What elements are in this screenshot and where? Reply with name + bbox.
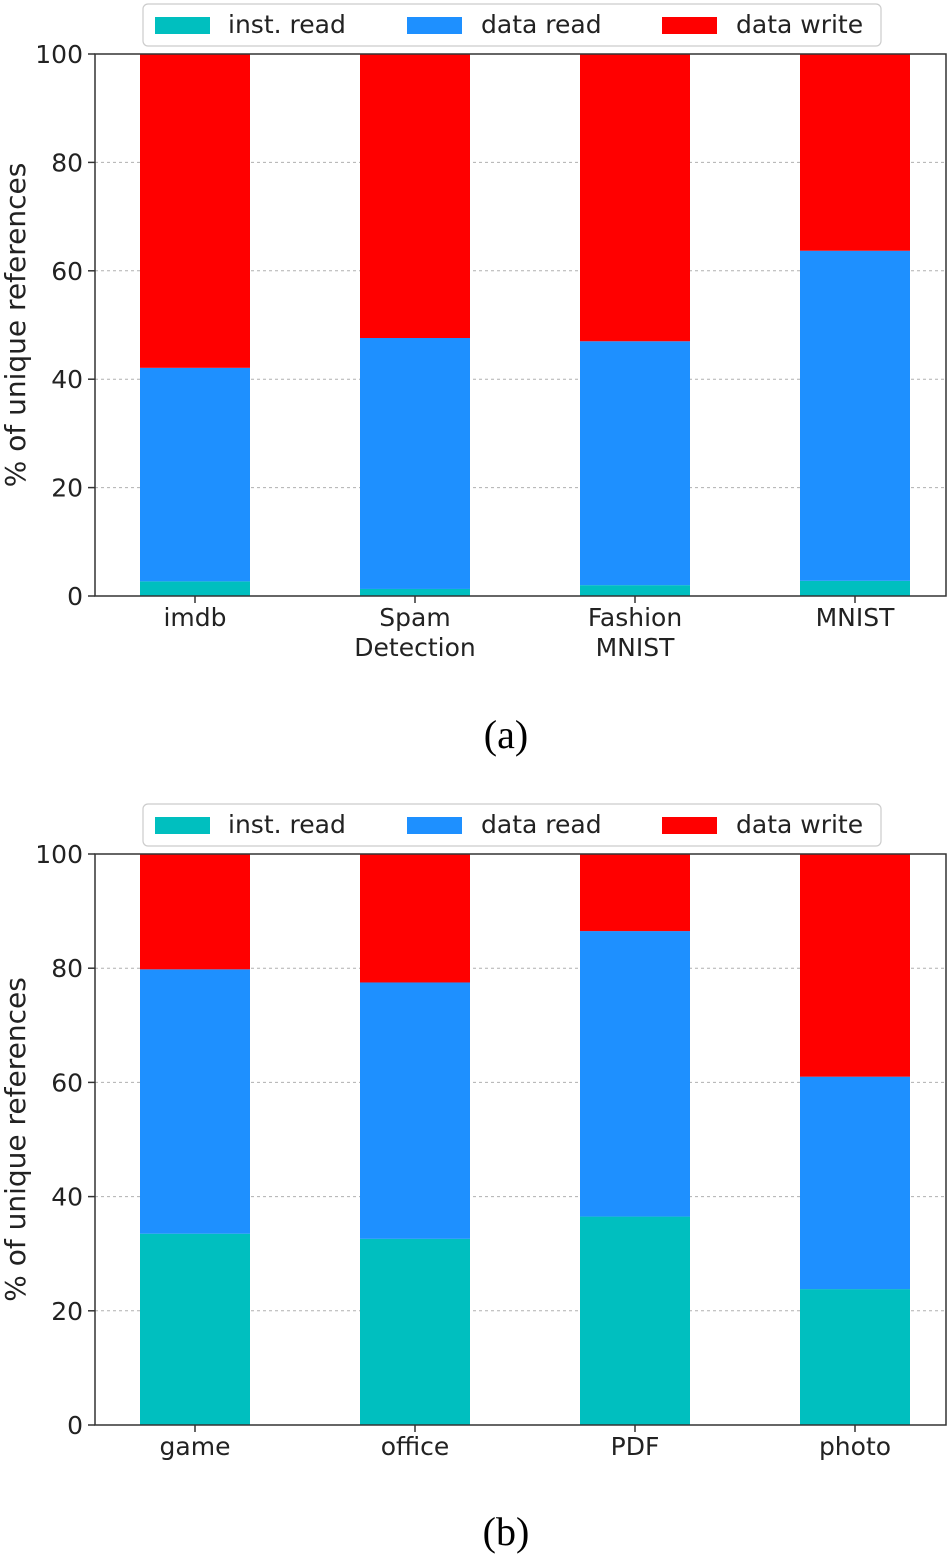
y-tick-label: 60: [51, 1068, 83, 1097]
bar-data-read-0: [140, 969, 250, 1234]
y-axis-label: % of unique references: [0, 163, 32, 488]
y-tick-label: 0: [67, 582, 83, 611]
bar-inst-read-3: [800, 580, 910, 596]
bar-data-read-2: [580, 931, 690, 1217]
legend-swatch: [662, 17, 717, 34]
panel-caption: (b): [483, 1509, 530, 1554]
x-tick-label: MNIST: [596, 633, 676, 662]
bar-data-read-0: [140, 367, 250, 582]
bar-data-write-2: [580, 54, 690, 342]
chart-panel-b: 0 20 40 60 80 100 game office PDF photo % of uniqu…: [0, 803, 947, 1554]
legend-swatch: [662, 817, 717, 834]
bar-inst-read-3: [800, 1289, 910, 1425]
x-tick-label: PDF: [611, 1432, 660, 1461]
y-tick-label: 0: [67, 1411, 83, 1440]
bar-data-read-3: [800, 1076, 910, 1290]
x-tick-label: MNIST: [816, 603, 896, 632]
bar-data-write-2: [580, 854, 690, 932]
y-tick-label: 40: [51, 365, 83, 394]
y-tick-label: 100: [35, 40, 83, 69]
legend: inst. read data read data write: [142, 803, 882, 847]
plot-frame: [94, 853, 947, 1426]
bar-inst-read-0: [140, 581, 250, 596]
y-tick-label: 80: [51, 954, 83, 983]
x-tick-label: imdb: [163, 603, 226, 632]
bar-data-read-3: [800, 250, 910, 581]
legend-swatch: [155, 817, 210, 834]
legend-swatch: [407, 817, 462, 834]
bar-data-write-3: [800, 54, 910, 251]
legend-label: inst. read: [228, 810, 346, 839]
y-tick-label: 100: [35, 840, 83, 869]
y-axis-label: % of unique references: [0, 977, 32, 1302]
bar-data-write-0: [140, 854, 250, 970]
bar-data-write-0: [140, 54, 250, 368]
y-tick-label: 20: [51, 474, 83, 503]
x-tick-label: game: [160, 1432, 231, 1461]
legend-label: data read: [481, 810, 602, 839]
y-tick-label: 80: [51, 148, 83, 177]
bar-data-write-1: [360, 54, 470, 339]
legend-box: [142, 3, 882, 47]
bar-data-write-3: [800, 854, 910, 1077]
legend-swatch: [407, 17, 462, 34]
legend-box: [142, 803, 882, 847]
y-tick-label: 20: [51, 1297, 83, 1326]
legend: inst. read data read data write: [142, 3, 882, 47]
bar-data-read-1: [360, 338, 470, 589]
bar-inst-read-2: [580, 1216, 690, 1425]
bar-inst-read-1: [360, 1238, 470, 1425]
bar-data-write-1: [360, 854, 470, 983]
legend-swatch: [155, 17, 210, 34]
legend-label: data write: [736, 810, 863, 839]
bar-data-read-2: [580, 341, 690, 586]
plot-frame: [94, 53, 947, 597]
legend-label: data write: [736, 10, 863, 39]
y-tick-label: 60: [51, 257, 83, 286]
bar-inst-read-2: [580, 585, 690, 596]
legend-label: data read: [481, 10, 602, 39]
x-tick-label: photo: [819, 1432, 891, 1461]
bar-inst-read-1: [360, 588, 470, 596]
x-tick-label: office: [381, 1432, 450, 1461]
panel-caption: (a): [484, 712, 528, 757]
bar-data-read-1: [360, 982, 470, 1239]
x-tick-label: Fashion: [588, 603, 682, 632]
y-tick-label: 40: [51, 1183, 83, 1212]
legend-label: inst. read: [228, 10, 346, 39]
bar-inst-read-0: [140, 1233, 250, 1425]
x-tick-label: Spam: [379, 603, 450, 632]
x-tick-label: Detection: [354, 633, 475, 662]
